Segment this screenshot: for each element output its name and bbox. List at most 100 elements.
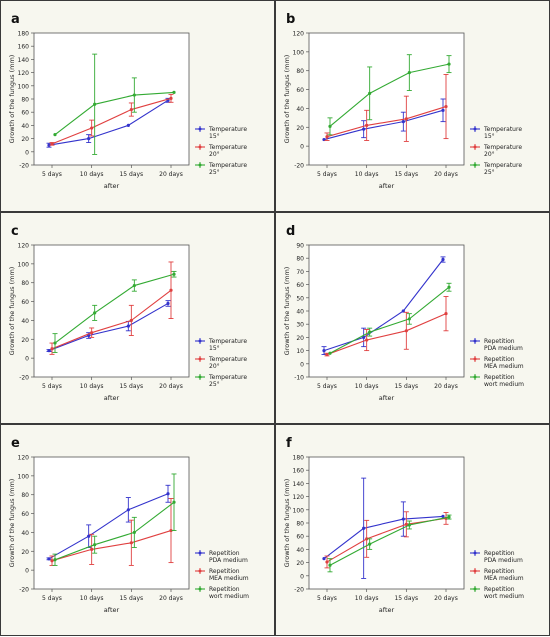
y-tick-label: 50 — [296, 295, 304, 302]
x-axis-label: after — [104, 606, 120, 614]
data-point — [441, 108, 445, 112]
x-tick-label: 20 days — [434, 171, 458, 178]
legend-label: Temperature — [208, 374, 247, 381]
x-tick-label: 15 days — [394, 595, 418, 602]
y-tick-label: 60 — [296, 87, 304, 94]
x-tick-label: 5 days — [317, 595, 337, 602]
y-tick-label: -20 — [294, 163, 304, 170]
data-point — [441, 514, 445, 518]
x-tick-label: 5 days — [42, 383, 62, 390]
legend-label: wort medium — [484, 593, 524, 600]
legend-swatch-dot — [198, 587, 202, 591]
data-point — [407, 317, 411, 321]
data-point — [322, 557, 326, 561]
legend-label: Repetition — [484, 586, 515, 593]
plot-area — [308, 244, 465, 378]
plot-area — [33, 244, 190, 378]
legend-swatch-dot — [198, 375, 202, 379]
series-line — [54, 91, 175, 136]
legend-label: wort medium — [209, 593, 249, 600]
legend-swatch-dot — [198, 163, 202, 167]
legend-label: PDA medium — [209, 557, 248, 564]
data-point — [325, 560, 329, 564]
legend-swatch-dot — [198, 127, 202, 131]
y-tick-label: -20 — [19, 163, 29, 170]
data-point — [368, 91, 372, 95]
x-tick-label: 15 days — [119, 595, 143, 602]
data-point — [93, 543, 97, 547]
legend-label: 25° — [209, 169, 220, 176]
data-point — [132, 93, 136, 97]
data-point — [87, 137, 91, 141]
data-point — [365, 123, 369, 127]
x-tick-label: 10 days — [80, 595, 104, 602]
legend-swatch-dot — [198, 339, 202, 343]
x-tick-label: 20 days — [159, 171, 183, 178]
legend-label: Temperature — [483, 144, 522, 151]
y-tick-label: 20 — [296, 560, 304, 567]
data-point — [129, 107, 133, 112]
x-tick-label: 5 days — [42, 595, 62, 602]
x-axis-label: after — [379, 182, 395, 190]
legend-label: Repetition — [209, 586, 240, 593]
data-point — [90, 331, 94, 335]
y-tick-label: 40 — [296, 309, 304, 316]
series-1 — [49, 93, 174, 146]
series-2 — [328, 282, 452, 355]
x-tick-label: 5 days — [317, 171, 337, 178]
data-point — [401, 120, 405, 124]
y-tick-label: 100 — [18, 473, 30, 480]
y-tick-label: 40 — [21, 318, 29, 325]
legend-label: 25° — [484, 169, 495, 176]
data-point — [447, 515, 451, 519]
y-tick-label: 60 — [296, 282, 304, 289]
series-line — [323, 109, 444, 141]
series-0 — [322, 477, 445, 579]
legend-label: Repetition — [484, 338, 515, 345]
legend-label: PDA medium — [484, 345, 523, 352]
plot-area — [33, 32, 190, 166]
y-tick-label: 40 — [296, 106, 304, 113]
series-1 — [324, 296, 449, 357]
x-axis-label: after — [104, 182, 120, 190]
legend-swatch-dot — [473, 163, 477, 167]
data-point — [401, 309, 405, 313]
legend-label: 25° — [209, 381, 220, 388]
legend-label: Temperature — [483, 162, 522, 169]
y-tick-label: 100 — [18, 83, 30, 90]
y-tick-label: 70 — [296, 269, 304, 276]
series-2 — [327, 54, 452, 136]
chart-svg: d -10 0 10 20 30 40 50 60 70 80 90 5 days 10 days 15 d… — [283, 224, 524, 402]
data-point — [53, 558, 57, 562]
x-tick-label: 15 days — [394, 383, 418, 390]
y-tick-label: 100 — [293, 507, 305, 514]
y-tick-label: 60 — [21, 110, 29, 117]
legend-swatch-dot — [473, 357, 477, 361]
data-point — [50, 142, 54, 146]
x-tick-label: 10 days — [355, 383, 379, 390]
y-tick-label: 20 — [296, 125, 304, 132]
series-2 — [52, 473, 177, 566]
data-point — [47, 349, 51, 353]
series-0 — [321, 256, 446, 356]
data-point — [172, 500, 176, 504]
series-0 — [322, 98, 446, 142]
series-line — [48, 99, 169, 146]
x-tick-label: 20 days — [434, 383, 458, 390]
legend-swatch-dot — [473, 339, 477, 343]
data-point — [47, 557, 51, 561]
series-line — [323, 259, 444, 352]
y-tick-label: -20 — [19, 587, 29, 594]
y-tick-label: 120 — [293, 31, 305, 38]
series-line — [329, 516, 450, 566]
